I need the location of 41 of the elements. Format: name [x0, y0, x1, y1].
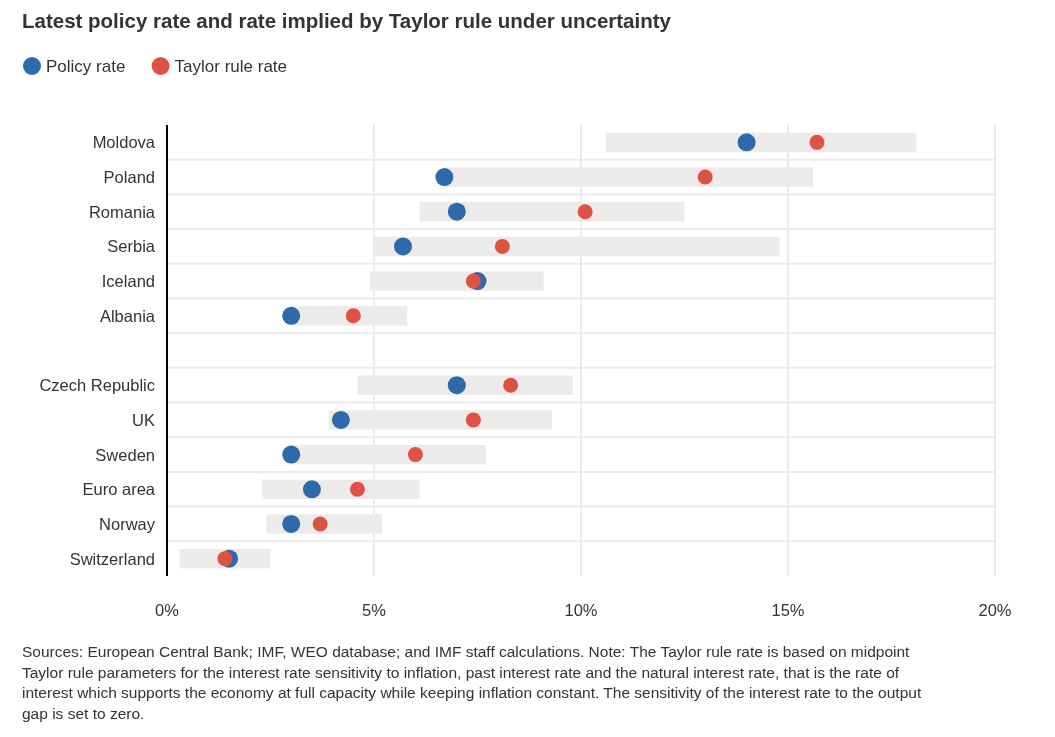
y-tick-label: Romania — [88, 202, 156, 221]
source-note: Sources: European Central Bank; IMF, WEO database; and IMF staff calculations. Note: The Taylor rule rate is based on midpoint Taylor rule parameters for the interest rate sensitivity to inflation, past interest rate and the natural interest rate, that is the rate of interest which supports the economy at full capacity while keeping inflation constant. The sensitivity of the interest rate to the output gap is set to zero. — [22, 643, 922, 722]
x-tick-label: 10% — [564, 601, 598, 619]
point — [349, 481, 365, 497]
point — [312, 516, 328, 532]
legend-label: Policy rate — [46, 57, 126, 76]
point — [217, 551, 233, 567]
point — [302, 480, 321, 499]
point — [809, 134, 825, 150]
point — [697, 169, 713, 185]
x-tick-label: 15% — [771, 601, 805, 619]
point — [407, 447, 423, 463]
point — [737, 133, 756, 152]
y-tick-label: Serbia — [107, 237, 156, 256]
y-tick-label: Moldova — [92, 133, 156, 152]
x-tick-label: 0% — [155, 601, 180, 619]
y-tick-label: Czech Republic — [39, 376, 155, 395]
point — [331, 410, 350, 429]
point — [393, 237, 412, 256]
y-tick-label: Euro area — [82, 480, 156, 499]
point — [465, 412, 481, 428]
y-tick-label: Poland — [103, 168, 155, 187]
y-tick-label: Sweden — [95, 445, 155, 464]
point — [435, 168, 454, 187]
y-tick-label: Norway — [99, 514, 156, 533]
point — [447, 202, 466, 221]
x-tick-label: 5% — [362, 601, 387, 619]
point — [282, 306, 301, 325]
chart-title: Latest policy rate and rate implied by Taylor rule under uncertainty — [22, 9, 672, 32]
legend-label: Taylor rule rate — [174, 57, 288, 76]
point — [282, 514, 301, 533]
point — [345, 308, 361, 324]
x-tick-label: 20% — [978, 601, 1012, 619]
y-tick-label: Switzerland — [69, 549, 155, 568]
point — [494, 238, 510, 254]
point — [465, 273, 481, 289]
y-tick-label: Albania — [99, 306, 156, 325]
point — [577, 204, 593, 220]
y-tick-label: Iceland — [101, 272, 155, 291]
y-tick-label: UK — [132, 410, 155, 429]
point — [282, 445, 301, 464]
